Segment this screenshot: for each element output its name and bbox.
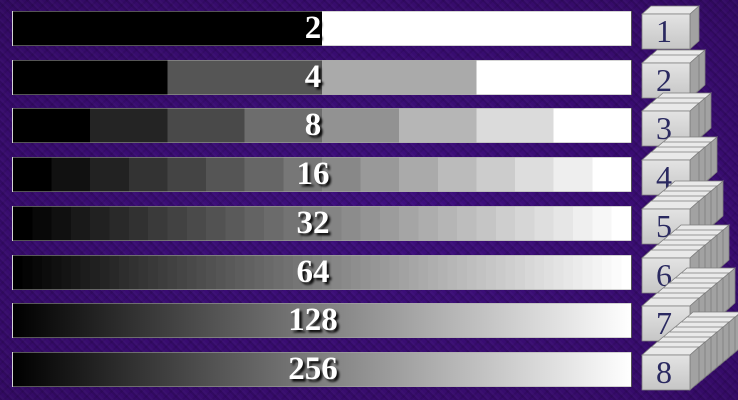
- gray-levels-label: 32: [296, 205, 330, 241]
- cube-stack-8-bits: 8: [640, 311, 738, 391]
- bit-count-label: 3: [656, 110, 672, 146]
- cube-stack-5-bits: 5: [640, 180, 725, 245]
- bit-count-label: 5: [656, 208, 672, 244]
- gray-ramp-bar-8: 8: [12, 108, 632, 143]
- gray-levels-label: 2: [304, 10, 322, 46]
- gray-levels-label: 16: [296, 156, 330, 192]
- gray-ramp-bar-64: 64: [12, 255, 632, 290]
- bit-count-label: 2: [656, 62, 672, 98]
- bit-count-label: 1: [656, 13, 672, 49]
- gray-ramp-bar-128: 128: [12, 303, 632, 338]
- cube-stack-1-bits: 1: [640, 5, 701, 50]
- gray-levels-label: 128: [288, 302, 338, 338]
- gray-levels-label: 256: [288, 351, 338, 387]
- gray-ramp-bar-16: 16: [12, 157, 632, 192]
- bit-count-label: 4: [656, 159, 672, 195]
- bit-count-label: 8: [656, 354, 672, 390]
- gray-ramp-bar-32: 32: [12, 206, 632, 241]
- gray-levels-label: 8: [304, 107, 322, 143]
- gray-ramp-bar-4: 4: [12, 60, 632, 95]
- cube-stack-2-bits: 2: [640, 49, 707, 99]
- gray-ramp-bar-2: 2: [12, 11, 632, 46]
- gray-levels-label: 4: [304, 59, 322, 95]
- gray-ramp-bar-256: 256: [12, 352, 632, 387]
- bit-count-label: 7: [656, 305, 672, 341]
- gray-levels-label: 64: [296, 254, 330, 290]
